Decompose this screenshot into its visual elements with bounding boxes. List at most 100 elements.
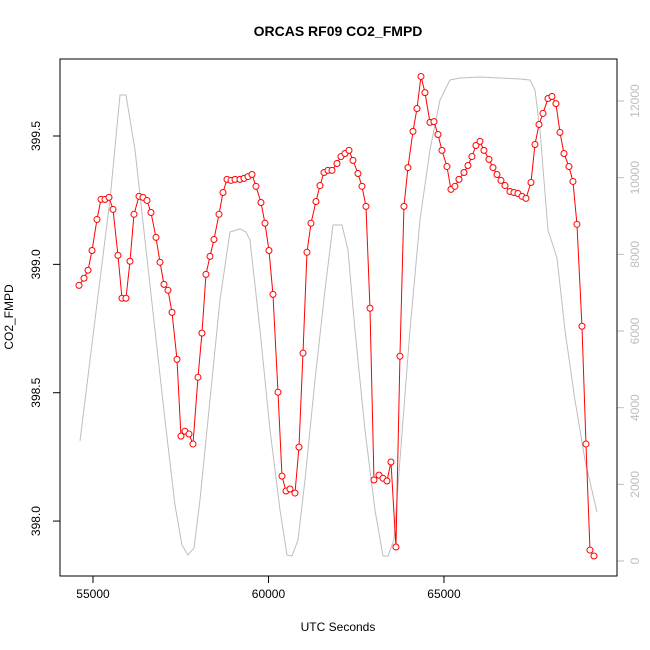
data-point <box>303 248 311 256</box>
data-point <box>248 171 256 179</box>
data-point <box>88 247 96 255</box>
data-point <box>160 280 168 288</box>
data-point <box>383 477 391 485</box>
data-line <box>79 76 598 557</box>
data-point <box>219 188 227 196</box>
data-point <box>438 146 446 154</box>
data-point <box>126 257 134 265</box>
data-point <box>472 142 480 150</box>
y-tick-label: 398.5 <box>29 377 43 407</box>
data-point <box>173 355 181 363</box>
data-point <box>527 178 535 186</box>
data-point <box>75 281 83 289</box>
data-point <box>413 105 421 113</box>
y-tick-label: 399.0 <box>29 249 43 279</box>
data-point <box>307 219 315 227</box>
data-point <box>312 197 320 205</box>
y2-tick-label: 4000 <box>628 394 642 421</box>
data-point <box>257 198 265 206</box>
data-point <box>349 156 357 164</box>
y2-tick-label: 10000 <box>628 161 642 195</box>
data-point <box>531 140 539 148</box>
y-axis-label: CO2_FMPD <box>2 284 16 350</box>
data-point <box>274 388 282 396</box>
data-point <box>370 476 378 484</box>
data-point <box>430 118 438 126</box>
data-point <box>451 182 459 190</box>
data-point <box>400 202 408 210</box>
data-point <box>93 215 101 223</box>
data-point <box>485 155 493 163</box>
x-tick-label: 60000 <box>252 587 286 601</box>
data-point <box>387 458 395 466</box>
data-point <box>409 127 417 135</box>
data-point <box>156 258 164 266</box>
data-point <box>443 163 451 171</box>
data-point <box>535 120 543 128</box>
y2-tick-label: 6000 <box>628 317 642 344</box>
data-point <box>198 329 206 337</box>
data-point <box>455 175 463 183</box>
data-point <box>114 251 122 259</box>
x-axis-label: UTC Seconds <box>301 620 376 634</box>
data-point <box>269 290 277 298</box>
data-point <box>392 543 400 551</box>
data-point <box>164 286 172 294</box>
data-point <box>252 182 260 190</box>
data-point <box>278 472 286 480</box>
data-point <box>261 219 269 227</box>
data-point <box>552 100 560 108</box>
chart-title: ORCAS RF09 CO2_FMPD <box>254 23 423 39</box>
data-point <box>460 168 468 176</box>
x-tick-label: 55000 <box>76 587 110 601</box>
data-point <box>265 247 273 255</box>
data-point <box>476 137 484 145</box>
data-point <box>573 220 581 228</box>
data-point <box>105 193 113 201</box>
plot-frame <box>59 58 618 577</box>
data-point <box>291 489 299 497</box>
data-point <box>80 274 88 282</box>
y-tick-label: 399.5 <box>29 121 43 151</box>
data-point <box>565 163 573 171</box>
data-point <box>556 128 564 136</box>
data-point <box>345 146 353 154</box>
y2-tick-label: 12000 <box>628 84 642 118</box>
data-point <box>434 130 442 138</box>
data-point <box>316 182 324 190</box>
data-point <box>152 233 160 241</box>
data-point <box>130 210 138 218</box>
data-point <box>215 210 223 218</box>
data-point <box>143 196 151 204</box>
data-point <box>333 159 341 167</box>
data-point <box>493 171 501 179</box>
data-point <box>522 194 530 202</box>
data-point <box>185 430 193 438</box>
data-point <box>569 177 577 185</box>
data-point <box>480 146 488 154</box>
data-point <box>295 443 303 451</box>
data-point <box>404 164 412 172</box>
data-point <box>122 294 130 302</box>
data-point <box>189 440 197 448</box>
data-point <box>168 308 176 316</box>
data-point <box>177 432 185 440</box>
x-tick-label: 65000 <box>427 587 461 601</box>
data-point <box>210 235 218 243</box>
data-point <box>202 270 210 278</box>
data-point <box>497 176 505 184</box>
data-point <box>366 304 374 312</box>
y2-tick-label: 0 <box>628 557 642 564</box>
data-point <box>194 373 202 381</box>
data-point <box>109 205 117 213</box>
data-point <box>590 552 598 560</box>
data-point <box>578 322 586 330</box>
data-point <box>582 440 590 448</box>
data-point <box>501 182 509 190</box>
data-point <box>464 162 472 170</box>
data-point <box>328 166 336 174</box>
data-point <box>421 89 429 97</box>
data-point <box>84 266 92 274</box>
